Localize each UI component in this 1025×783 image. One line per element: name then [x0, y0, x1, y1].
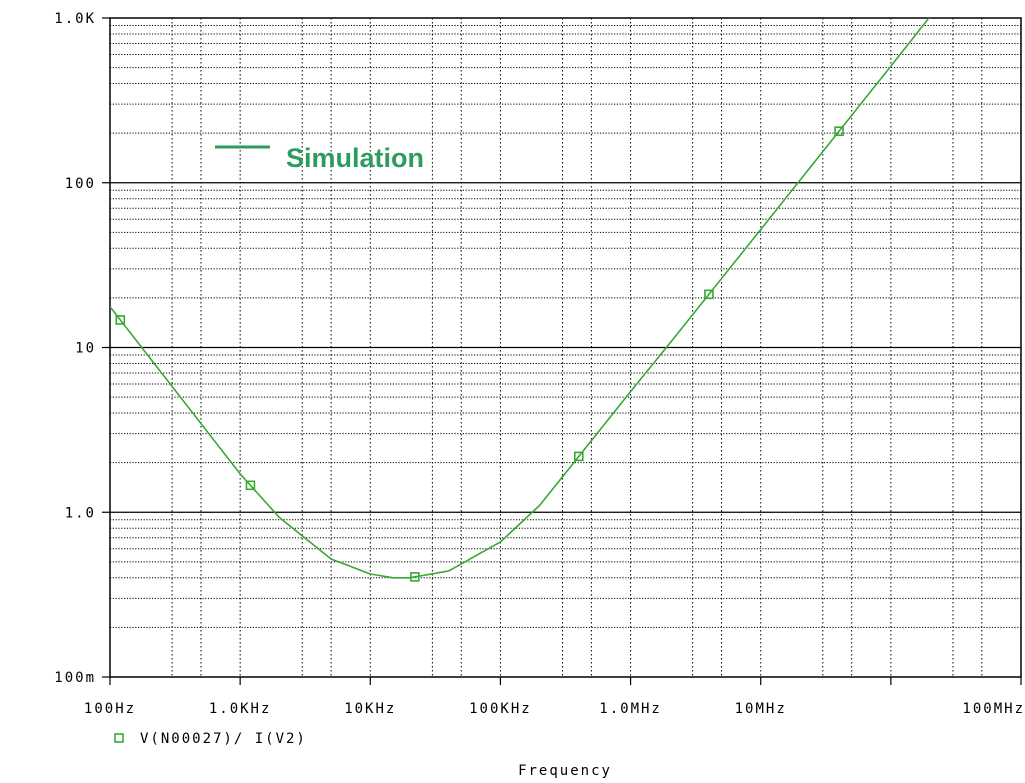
data-point-marker — [704, 289, 714, 300]
x-axis-tick-labels: 100Hz 1.0KHz 10KHz 100KHz 1.0MHz 10MHz 100MHz — [84, 701, 1025, 717]
x-tick-label: 10MHz — [735, 701, 787, 717]
data-point-marker — [115, 315, 126, 325]
x-tick-label: 100MHz — [962, 701, 1025, 717]
data-point-marker — [573, 451, 584, 462]
y-tick-label: 100m — [54, 670, 96, 686]
data-point-marker — [410, 572, 420, 582]
annotation: Simulation — [215, 143, 424, 173]
series-markers — [115, 126, 844, 582]
annotation-label: Simulation — [286, 143, 424, 173]
y-tick-label: 10 — [75, 341, 96, 357]
x-axis-label: Frequency — [518, 763, 612, 779]
grid — [110, 18, 1021, 677]
legend[interactable]: V(N00027)/ I(V2) — [114, 731, 307, 747]
axis-ticks — [102, 17, 1022, 685]
y-tick-label: 100 — [65, 176, 96, 192]
data-point-marker — [834, 126, 844, 136]
data-point-marker — [245, 480, 256, 491]
x-tick-label: 100KHz — [469, 701, 532, 717]
y-axis-tick-labels: 100m 1.0 10 100 1.0K — [54, 11, 96, 686]
x-tick-label: 1.0KHz — [209, 701, 272, 717]
legend-series-label: V(N00027)/ I(V2) — [140, 731, 307, 747]
x-tick-label: 1.0MHz — [599, 701, 662, 717]
series-line — [110, 18, 930, 579]
y-tick-label: 1.0K — [54, 11, 96, 27]
y-tick-label: 1.0 — [65, 505, 96, 521]
legend-marker-icon — [114, 733, 124, 743]
x-tick-label: 100Hz — [84, 701, 136, 717]
x-tick-label: 10KHz — [344, 701, 396, 717]
